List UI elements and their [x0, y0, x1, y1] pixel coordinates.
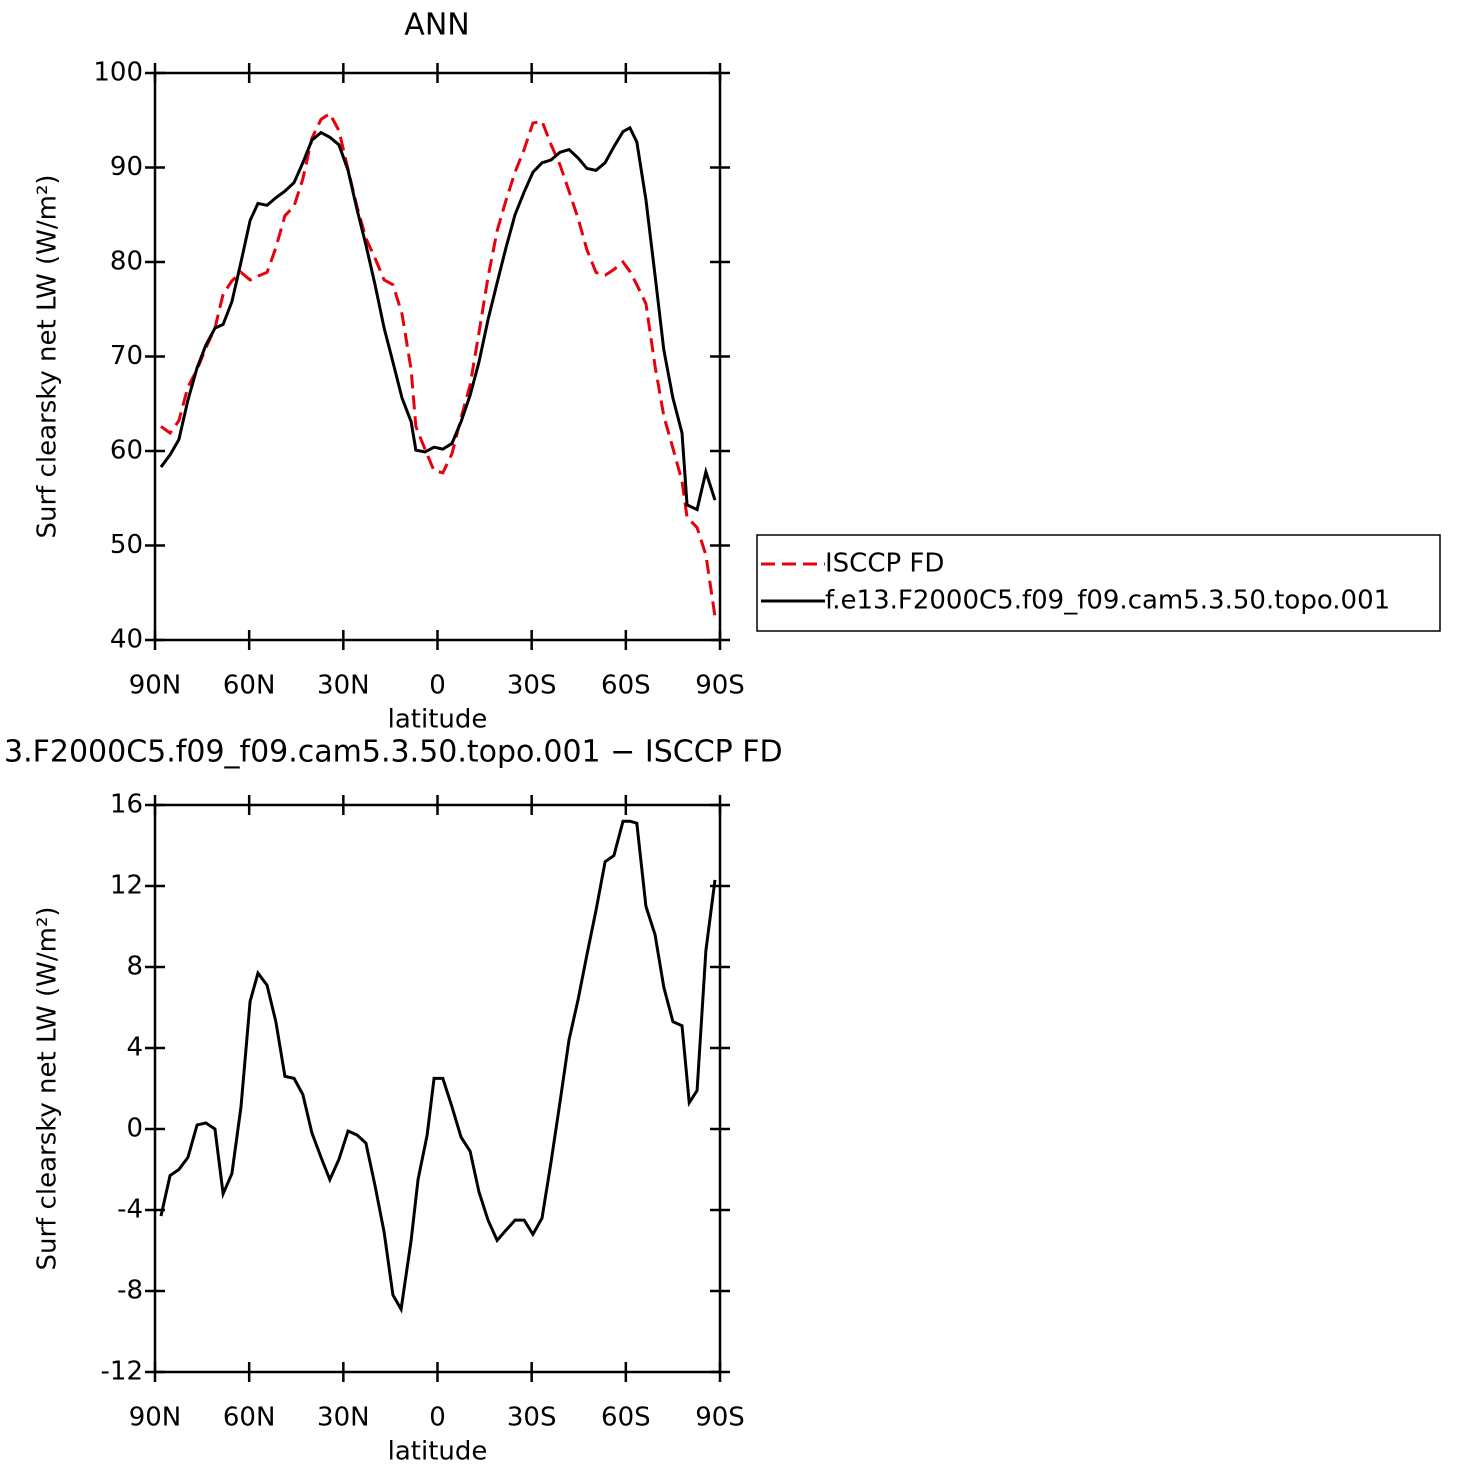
x-tick-label: 60N — [223, 671, 276, 701]
x-tick-label: 60S — [601, 1403, 651, 1433]
y-tick-label: 40 — [110, 625, 143, 655]
data-line — [160, 111, 717, 617]
x-tick-label: 30N — [317, 1403, 370, 1433]
x-axis-label: latitude — [388, 1437, 488, 1467]
y-tick-label: -12 — [101, 1357, 143, 1387]
x-axis-label: latitude — [388, 705, 488, 735]
y-axis-label: Surf clearsky net LW (W/m²) — [33, 174, 63, 538]
x-tick-label: 90N — [129, 671, 182, 701]
y-tick-label: 90 — [110, 152, 143, 182]
legend-label: f.e13.F2000C5.f09_f09.cam5.3.50.topo.001 — [825, 586, 1390, 616]
y-tick-label: 100 — [93, 58, 143, 88]
data-line — [159, 819, 717, 1314]
y-tick-label: 8 — [126, 952, 143, 982]
chart-title: ANN — [404, 8, 469, 43]
y-tick-label: 70 — [110, 341, 143, 371]
y-tick-label: 4 — [126, 1033, 143, 1063]
x-tick-label: 60S — [601, 671, 651, 701]
y-tick-label: 50 — [110, 530, 143, 560]
y-tick-label: -8 — [117, 1276, 143, 1306]
x-tick-label: 90S — [695, 671, 745, 701]
x-tick-label: 0 — [429, 671, 446, 701]
chart-title: 3.F2000C5.f09_f09.cam5.3.50.topo.001 − I… — [4, 735, 783, 770]
legend-box — [756, 534, 1441, 632]
y-tick-label: 16 — [110, 790, 143, 820]
x-tick-label: 30S — [507, 1403, 557, 1433]
y-tick-label: 12 — [110, 871, 143, 901]
x-tick-label: 0 — [429, 1403, 446, 1433]
y-tick-label: 60 — [110, 436, 143, 466]
x-tick-label: 30S — [507, 671, 557, 701]
data-line — [159, 125, 717, 512]
legend-label: ISCCP FD — [825, 549, 944, 579]
x-tick-label: 90S — [695, 1403, 745, 1433]
y-tick-label: -4 — [117, 1195, 143, 1225]
x-tick-label: 90N — [129, 1403, 182, 1433]
x-tick-label: 30N — [317, 671, 370, 701]
y-tick-label: 80 — [110, 247, 143, 277]
plot-frame — [153, 71, 722, 642]
plot-frame — [153, 803, 722, 1374]
y-axis-label: Surf clearsky net LW (W/m²) — [33, 906, 63, 1270]
y-tick-label: 0 — [126, 1114, 143, 1144]
x-tick-label: 60N — [223, 1403, 276, 1433]
